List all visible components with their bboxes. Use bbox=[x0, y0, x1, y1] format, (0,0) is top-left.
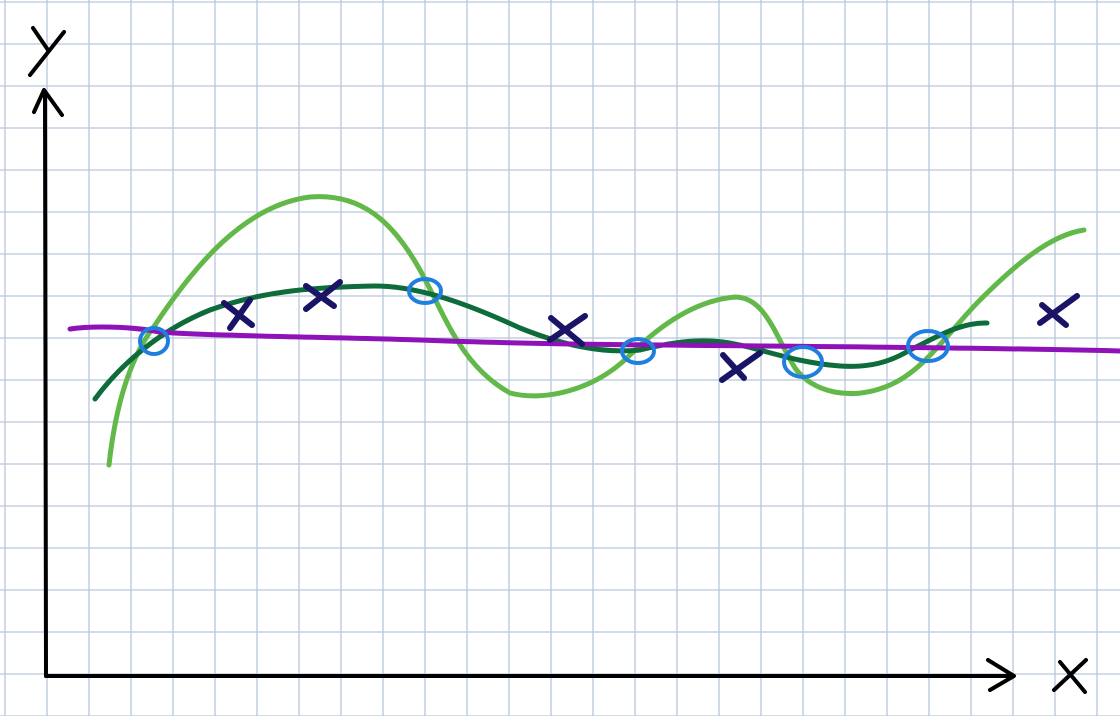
circle-marker bbox=[407, 277, 443, 305]
cross-marker bbox=[303, 279, 343, 312]
y-axis-arrowhead bbox=[32, 88, 64, 117]
circle-marker bbox=[620, 337, 656, 365]
circle-marker bbox=[906, 329, 950, 363]
y-axis-label bbox=[28, 26, 66, 77]
cross-marker bbox=[547, 313, 588, 347]
cross-marker bbox=[221, 297, 255, 331]
x-axis-label bbox=[1052, 658, 1088, 694]
circle-marker bbox=[782, 345, 824, 379]
x-axis-arrowhead bbox=[986, 658, 1016, 692]
cross-marker bbox=[1037, 293, 1080, 328]
circle-marker bbox=[138, 326, 170, 356]
cross-marker bbox=[719, 350, 763, 383]
light-green-wavy-curve bbox=[106, 194, 1087, 468]
dark-green-wavy-curve bbox=[92, 283, 990, 402]
y-axis bbox=[43, 90, 48, 678]
